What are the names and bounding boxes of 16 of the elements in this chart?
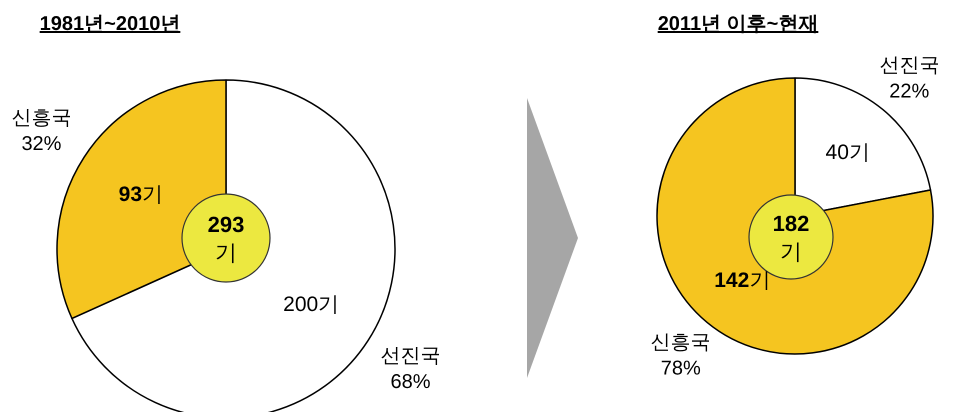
data-label: 40기 <box>826 141 870 164</box>
text: 293 기 <box>208 212 244 265</box>
chart-title: 1981년~2010년 <box>40 13 180 35</box>
slice-label: 선진국 <box>380 345 441 368</box>
data-label: 93기 <box>118 182 164 206</box>
slice-label: 신흥국 <box>650 331 711 354</box>
text: 68% <box>390 371 431 394</box>
chart-title: 2011년 이후~현재 <box>658 13 818 35</box>
text: 32% <box>21 132 62 155</box>
slice-label: 선진국 <box>879 54 940 77</box>
slice-label: 신흥국 <box>11 106 72 129</box>
data-label: 200기 <box>283 293 340 316</box>
text: 22% <box>889 80 930 103</box>
text: 78% <box>660 357 701 380</box>
data-label: 142기 <box>714 268 770 292</box>
text: 182 기 <box>772 211 810 264</box>
